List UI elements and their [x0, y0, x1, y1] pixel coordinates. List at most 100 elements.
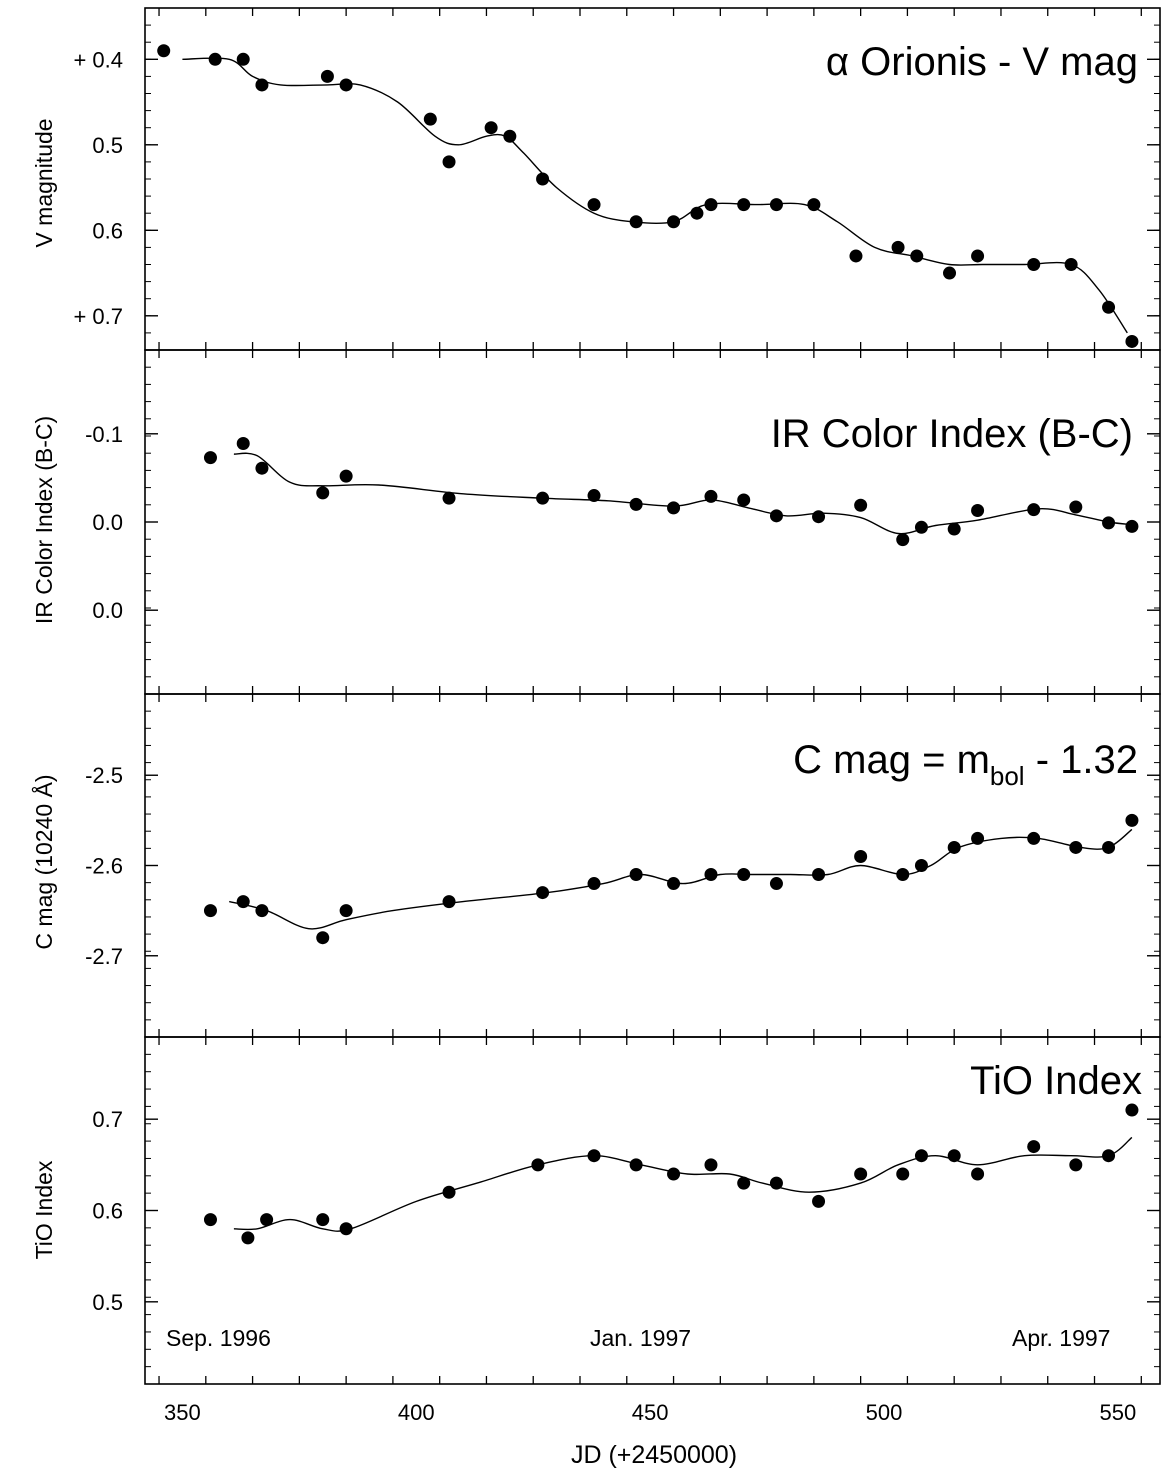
data-point: [316, 486, 330, 500]
annotation-apr-1997: Apr. 1997: [1012, 1325, 1110, 1351]
y-tick-label: 0.6: [92, 218, 123, 243]
y-tick-label: 0.5: [92, 133, 123, 158]
ylabel-tio: TiO Index: [31, 1160, 57, 1259]
data-point: [769, 877, 783, 891]
ylabel-vmag: V magnitude: [31, 118, 57, 247]
data-point: [1027, 503, 1041, 517]
data-point: [241, 1231, 255, 1245]
data-point: [1125, 519, 1139, 533]
y-tick-label: 0.5: [92, 1290, 123, 1315]
cmag-title-main: C mag = m: [793, 738, 990, 782]
fit-curve: [182, 57, 1128, 334]
data-point: [1125, 813, 1139, 827]
data-point: [203, 451, 217, 465]
y-tick-label: 0.0: [92, 598, 123, 623]
data-point: [629, 1158, 643, 1172]
data-point: [236, 895, 250, 909]
data-point: [1125, 1103, 1139, 1117]
data-point: [667, 877, 681, 891]
data-point: [587, 1149, 601, 1163]
y-tick-label: -2.7: [85, 944, 123, 969]
panel-0: + 0.4 0.5 0.6 + 0.7: [73, 7, 1161, 351]
fit-curve: [233, 452, 1132, 535]
cmag-title-tail: - 1.32: [1025, 738, 1138, 782]
data-point: [737, 493, 751, 507]
data-point: [854, 1167, 868, 1181]
data-point: [442, 491, 456, 505]
data-point: [914, 520, 928, 534]
data-point: [737, 868, 751, 882]
data-point: [971, 249, 985, 263]
x-tick-label: 550: [1100, 1400, 1137, 1425]
data-point: [854, 498, 868, 512]
data-point: [896, 1167, 910, 1181]
y-tick-label: + 0.7: [73, 304, 123, 329]
data-point: [914, 1149, 928, 1163]
panel-frame-2: [144, 693, 1161, 1038]
panel-2: -2.7 -2.6 -2.5: [85, 693, 1161, 1038]
data-point: [442, 155, 456, 169]
data-point: [1069, 500, 1083, 514]
data-point: [503, 129, 517, 143]
data-point: [629, 497, 643, 511]
panel-3: 0.7 0.6 0.5: [92, 1036, 1161, 1385]
fit-curve: [229, 828, 1133, 930]
xlabel: JD (+2450000): [571, 1441, 737, 1469]
data-point: [971, 504, 985, 518]
data-point: [339, 469, 353, 483]
data-point: [587, 877, 601, 891]
data-point: [704, 868, 718, 882]
data-point: [587, 198, 601, 212]
y-tick-label: -0.1: [85, 422, 123, 447]
data-point: [320, 69, 334, 83]
x-tick-label: 400: [398, 1400, 435, 1425]
data-point: [854, 849, 868, 863]
data-point: [531, 1158, 545, 1172]
data-point: [891, 240, 905, 254]
data-point: [442, 895, 456, 909]
data-point: [807, 198, 821, 212]
cmag-title-subscript: bol: [990, 761, 1025, 791]
data-point: [236, 436, 250, 450]
data-point: [690, 206, 704, 220]
data-point: [812, 1194, 826, 1208]
data-point: [769, 1176, 783, 1190]
y-tick-label: 0.7: [92, 1107, 123, 1132]
data-point: [1102, 300, 1116, 314]
data-point: [423, 112, 437, 126]
y-tick-label: -2.6: [85, 854, 123, 879]
data-point: [536, 172, 550, 186]
data-point: [1102, 840, 1116, 854]
data-point: [667, 215, 681, 229]
y-tick-label: + 0.4: [73, 47, 123, 72]
data-point: [339, 1222, 353, 1236]
panel-title-ir-color: IR Color Index (B-C): [771, 412, 1133, 456]
y-tick-label: 0.0: [92, 510, 123, 535]
fit-curve: [233, 1136, 1133, 1232]
data-point: [236, 52, 250, 66]
data-point: [316, 931, 330, 945]
data-point: [484, 121, 498, 135]
data-point: [896, 868, 910, 882]
data-point: [208, 52, 222, 66]
data-point: [255, 904, 269, 918]
data-point: [704, 1158, 718, 1172]
data-point: [943, 266, 957, 280]
data-point: [947, 522, 961, 536]
data-point: [536, 886, 550, 900]
data-point: [203, 1213, 217, 1227]
data-point: [667, 1167, 681, 1181]
data-point: [1027, 1140, 1041, 1154]
data-point: [947, 1149, 961, 1163]
data-point: [203, 904, 217, 918]
data-point: [896, 533, 910, 547]
data-point: [536, 491, 550, 505]
data-point: [849, 249, 863, 263]
data-point: [971, 1167, 985, 1181]
data-point: [1027, 258, 1041, 271]
data-point: [769, 509, 783, 523]
data-point: [157, 44, 171, 58]
data-point: [1069, 840, 1083, 854]
y-tick-label: 0.6: [92, 1199, 123, 1224]
